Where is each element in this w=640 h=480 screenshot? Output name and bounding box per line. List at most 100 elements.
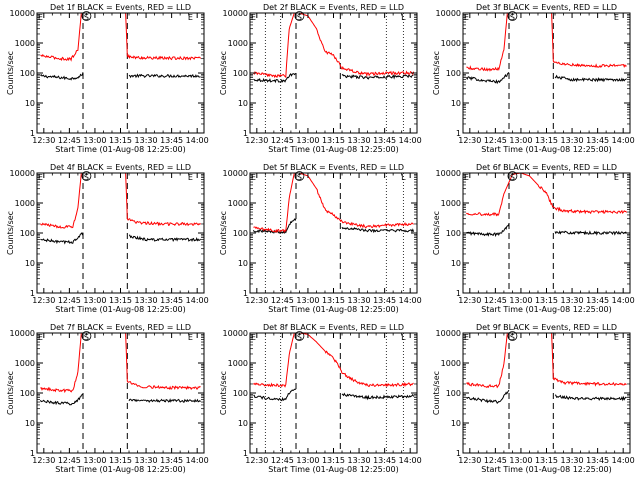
marker-circle: [507, 331, 518, 341]
x-tick-label: 12:30: [32, 456, 55, 465]
x-tick-label: 13:30: [135, 136, 158, 145]
x-tick-label: 14:00: [612, 456, 635, 465]
x-tick-label: 13:00: [509, 456, 532, 465]
time-marker-label: S: [84, 333, 89, 342]
marker-circle: [507, 171, 518, 181]
x-tick-label: 12:30: [245, 136, 268, 145]
x-tick-label: 13:00: [83, 296, 106, 305]
x-tick-label: 13:45: [160, 136, 183, 145]
events-series-line: [40, 232, 201, 245]
chart-panel: Det 8f BLACK = Events, RED = LLD 12:30 12:…: [219, 323, 422, 474]
y-axis-label: Counts/sec: [432, 371, 441, 415]
series-group: [252, 173, 415, 234]
x-tick-label: 13:15: [322, 296, 345, 305]
x-tick-label: 14:00: [399, 456, 422, 465]
lld-series-line: [40, 333, 201, 394]
y-tick-label: 100: [20, 229, 35, 238]
x-tick-label: 12:45: [484, 296, 507, 305]
x-tick-label: 12:30: [245, 456, 268, 465]
x-tick-label: 14:00: [612, 296, 635, 305]
time-marker-label: E: [251, 13, 256, 22]
x-axis-label: Start Time (01-Aug-08 12:25:00): [55, 145, 186, 154]
x-tick-label: 13:15: [109, 456, 132, 465]
y-tick-label: 1000: [228, 39, 248, 48]
y-tick-label: 100: [233, 69, 248, 78]
x-tick-label: 12:30: [245, 296, 268, 305]
y-tick-label: 1000: [441, 39, 461, 48]
x-axis-label: Start Time (01-Aug-08 12:25:00): [268, 465, 399, 474]
series-group: [39, 173, 201, 245]
y-tick-label: 1000: [15, 359, 35, 368]
x-tick-label: 12:45: [58, 456, 81, 465]
y-axis-label: Counts/sec: [6, 371, 15, 415]
time-marker-label: E: [38, 13, 43, 22]
x-tick-label: 13:00: [83, 456, 106, 465]
time-marker-label: E: [614, 333, 619, 342]
x-tick-label: 13:15: [109, 296, 132, 305]
time-marker-label: E: [614, 13, 619, 22]
time-marker-label: L: [401, 333, 406, 342]
y-tick-label: 1000: [15, 39, 35, 48]
x-tick-label: 14:00: [186, 456, 209, 465]
x-tick-label: 12:45: [484, 136, 507, 145]
chart-title: Det 9f BLACK = Events, RED = LLD: [476, 323, 617, 332]
time-marker-label: S: [297, 13, 302, 22]
chart-title: Det 4f BLACK = Events, RED = LLD: [50, 163, 191, 172]
events-series-line: [252, 218, 415, 234]
y-tick-label: 1: [30, 129, 35, 138]
x-axis-label: Start Time (01-Aug-08 12:25:00): [55, 305, 186, 314]
y-tick-label: 10000: [223, 169, 248, 178]
y-tick-label: 10000: [223, 9, 248, 18]
chart-title: Det 2f BLACK = Events, RED = LLD: [263, 3, 404, 12]
chart-panel: Det 2f BLACK = Events, RED = LLD 12:30 12:…: [219, 3, 422, 154]
y-tick-label: 10: [238, 99, 248, 108]
time-marker-label: S: [297, 333, 302, 342]
y-tick-label: 10000: [10, 329, 35, 338]
x-tick-label: 12:30: [458, 136, 481, 145]
chart-title: Det 5f BLACK = Events, RED = LLD: [263, 163, 404, 172]
x-tick-label: 13:30: [135, 456, 158, 465]
lld-series-line: [466, 173, 628, 217]
x-tick-label: 12:45: [271, 136, 294, 145]
y-tick-label: 1: [30, 289, 35, 298]
y-tick-label: 1: [456, 129, 461, 138]
x-tick-label: 14:00: [612, 136, 635, 145]
x-tick-label: 13:00: [83, 136, 106, 145]
x-axis-label: Start Time (01-Aug-08 12:25:00): [481, 465, 612, 474]
chart-title: Det 3f BLACK = Events, RED = LLD: [476, 3, 617, 12]
chart-title: Det 1f BLACK = Events, RED = LLD: [50, 3, 191, 12]
y-tick-label: 10: [25, 259, 35, 268]
y-tick-label: 100: [446, 229, 461, 238]
y-tick-label: 100: [233, 389, 248, 398]
x-tick-label: 12:45: [271, 456, 294, 465]
time-marker-label: E: [464, 13, 469, 22]
x-tick-label: 13:00: [296, 456, 319, 465]
time-marker-label: E: [38, 333, 43, 342]
y-tick-label: 1: [30, 449, 35, 458]
y-tick-label: 10000: [436, 9, 461, 18]
time-marker-label: E: [464, 173, 469, 182]
x-tick-label: 13:30: [561, 296, 584, 305]
lld-series-line: [466, 333, 627, 389]
time-marker-label: E: [188, 13, 193, 22]
y-axis-label: Counts/sec: [219, 371, 228, 415]
x-tick-label: 12:45: [484, 456, 507, 465]
time-marker-label: E: [38, 173, 43, 182]
series-group: [252, 13, 415, 84]
x-tick-label: 12:30: [458, 456, 481, 465]
marker-circle: [294, 171, 305, 181]
lld-series-line: [39, 173, 201, 229]
x-tick-label: 13:00: [509, 136, 532, 145]
events-series-line: [253, 388, 415, 402]
time-marker-label: S: [84, 13, 89, 22]
y-axis-label: Counts/sec: [6, 211, 15, 255]
y-tick-label: 100: [20, 389, 35, 398]
x-axis-label: Start Time (01-Aug-08 12:25:00): [268, 145, 399, 154]
y-axis-label: Counts/sec: [432, 51, 441, 95]
y-tick-label: 10: [451, 419, 461, 428]
time-marker-label: E: [188, 333, 193, 342]
y-tick-label: 10: [25, 419, 35, 428]
x-tick-label: 13:00: [296, 296, 319, 305]
